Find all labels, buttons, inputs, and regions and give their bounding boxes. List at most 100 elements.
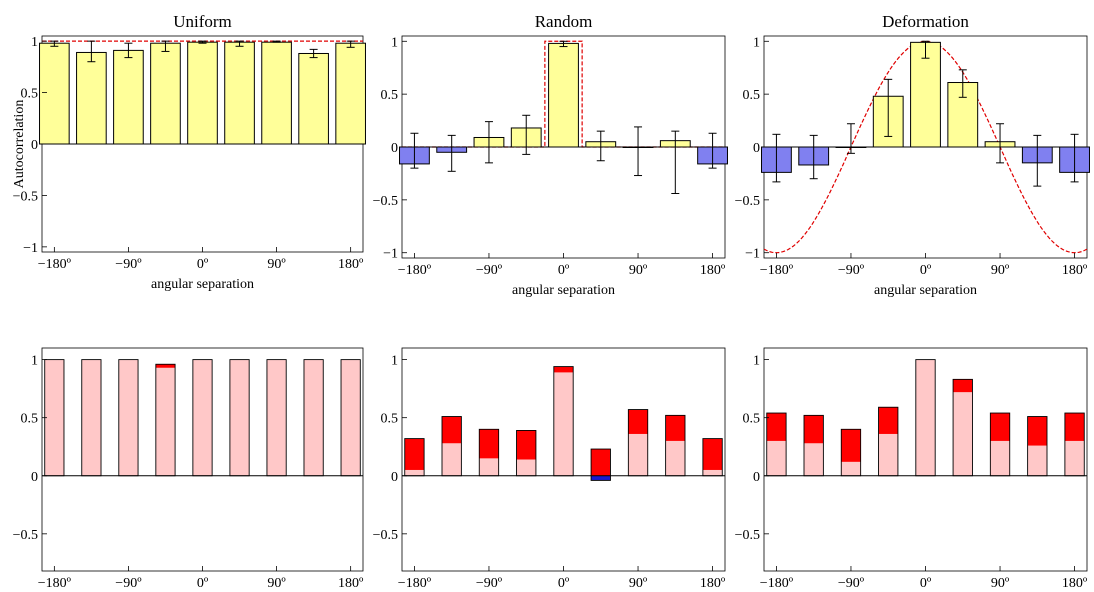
x-tick-label: 0º — [920, 576, 932, 591]
stack-bar-base — [155, 367, 176, 476]
stack-bar-base — [341, 359, 361, 476]
chart-title: Uniform — [173, 12, 232, 31]
bar — [39, 42, 70, 145]
stack-bar-base — [479, 458, 499, 476]
stack-bar-base — [841, 461, 861, 476]
x-tick-label: 180º — [1062, 263, 1088, 278]
x-tick-label: −180º — [398, 576, 432, 591]
stack-bar-negative — [591, 475, 611, 481]
y-tick-label: 0.5 — [381, 88, 399, 103]
stack-bar-base — [915, 359, 936, 476]
chart-title: Deformation — [882, 12, 969, 31]
y-tick-label: 0.5 — [21, 412, 39, 427]
y-tick-label: 0 — [31, 470, 38, 485]
x-tick-label: −180º — [398, 263, 432, 278]
y-tick-label: 1 — [753, 35, 760, 50]
y-tick-label: 0.5 — [743, 88, 761, 103]
y-tick-label: 0 — [753, 141, 760, 156]
x-tick-label: 0º — [558, 576, 570, 591]
stack-bar-base — [404, 469, 425, 476]
y-axis-label: Autocorrelation — [12, 100, 27, 189]
x-axis-label: angular separation — [874, 283, 977, 298]
stack-bar-base — [266, 359, 287, 476]
bar — [298, 52, 329, 145]
bar — [261, 41, 292, 145]
x-tick-label: 180º — [1062, 576, 1088, 591]
x-tick-label: −90º — [115, 576, 142, 591]
x-tick-label: 90º — [991, 576, 1010, 591]
bar — [910, 41, 941, 148]
bar — [150, 42, 181, 145]
stack-bar-base — [990, 440, 1010, 476]
x-tick-label: 90º — [629, 576, 648, 591]
y-tick-label: 0 — [391, 470, 398, 485]
stack-bar-base — [1064, 440, 1085, 476]
x-tick-label: 0º — [197, 576, 209, 591]
panel-top-middle: −1 −0.5 0 0.5 1 −180º −90º 0º 90º 180º Random angul… — [373, 12, 728, 298]
stack-bar-base — [628, 433, 648, 476]
x-tick-label: 0º — [558, 263, 570, 278]
stack-bar-base — [44, 359, 64, 476]
x-axis-label: angular separation — [512, 283, 615, 298]
y-tick-label: −0.5 — [13, 189, 38, 204]
stack-bar-base — [1027, 445, 1047, 476]
x-tick-label: 90º — [629, 263, 648, 278]
y-tick-label: 0.5 — [743, 412, 761, 427]
x-tick-label: 0º — [197, 257, 209, 272]
x-tick-label: 0º — [920, 263, 932, 278]
x-tick-label: −90º — [838, 576, 865, 591]
panel-bottom-left: −0.500.51−180º−90º0º90º180ºangular separ… — [13, 347, 364, 591]
y-tick-label: −1 — [23, 241, 38, 256]
x-tick-label: 90º — [991, 263, 1010, 278]
stack-bar-base — [81, 359, 102, 476]
stack-bar-base — [878, 433, 898, 476]
y-tick-label: −0.5 — [735, 528, 760, 543]
x-tick-label: −90º — [476, 576, 503, 591]
x-tick-label: 180º — [700, 576, 726, 591]
stack-bar-base — [442, 443, 462, 476]
stack-bar-top — [702, 438, 723, 476]
bar — [187, 41, 218, 145]
stack-bar-base — [953, 392, 973, 476]
x-tick-label: −90º — [838, 263, 865, 278]
x-axis-label: angular separation — [151, 277, 254, 292]
stack-bar-base — [766, 440, 787, 476]
bar — [76, 51, 107, 145]
y-tick-label: −0.5 — [735, 194, 760, 209]
y-tick-label: −0.5 — [373, 528, 398, 543]
stack-bar-base — [665, 440, 685, 476]
y-tick-label: 1 — [753, 354, 760, 369]
stack-bar-base — [192, 359, 213, 476]
stack-bar-base — [303, 359, 324, 476]
stack-bar-top — [591, 449, 611, 476]
x-tick-label: −90º — [476, 263, 503, 278]
y-tick-label: −1 — [383, 247, 398, 262]
stack-bar-base — [804, 443, 824, 476]
x-tick-label: 90º — [267, 576, 286, 591]
x-tick-label: −90º — [115, 257, 142, 272]
chart-title: Random — [535, 12, 593, 31]
y-tick-label: 0.5 — [381, 412, 399, 427]
y-tick-label: 0.5 — [21, 87, 39, 102]
y-tick-label: 0 — [31, 138, 38, 153]
panel-top-left: −1 −0.5 0 0.5 1 −180º −90º 0º 90º 180º Uniform angu… — [12, 12, 366, 292]
y-tick-label: 1 — [391, 354, 398, 369]
x-tick-label: −180º — [760, 263, 794, 278]
bar — [113, 49, 144, 145]
y-tick-label: 0 — [753, 470, 760, 485]
panel-bottom-middle: −0.500.51−180º−90º0º90º180ºangular separ… — [373, 347, 726, 591]
y-tick-label: 1 — [31, 354, 38, 369]
x-tick-label: −180º — [38, 576, 72, 591]
bar — [335, 42, 366, 145]
x-tick-label: 180º — [338, 576, 364, 591]
bar — [548, 42, 579, 148]
x-tick-label: 180º — [338, 257, 364, 272]
panel-top-right: −1 −0.5 0 0.5 1 −180º −90º 0º 90º 180º Deformation… — [735, 12, 1090, 298]
x-tick-label: 180º — [700, 263, 726, 278]
panel-bottom-right: −0.500.51−180º−90º0º90º180ºangular separ… — [735, 347, 1088, 591]
bar — [224, 41, 255, 145]
stack-bar-top — [404, 438, 425, 476]
x-tick-label: −180º — [760, 576, 794, 591]
y-tick-label: 0 — [391, 141, 398, 156]
